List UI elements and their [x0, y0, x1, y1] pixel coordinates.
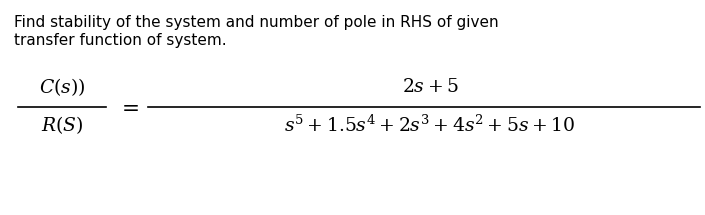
Text: $2s + 5$: $2s + 5$	[402, 77, 458, 97]
Text: $=$: $=$	[117, 97, 139, 117]
Text: $s^5 + 1.5s^4 + 2s^3 + 4s^2 + 5s + 10$: $s^5 + 1.5s^4 + 2s^3 + 4s^2 + 5s + 10$	[284, 114, 575, 136]
Text: Find stability of the system and number of pole in RHS of given: Find stability of the system and number …	[14, 15, 498, 30]
Text: transfer function of system.: transfer function of system.	[14, 33, 226, 48]
Text: $R(S)$: $R(S)$	[41, 114, 83, 136]
Text: $C(s))$: $C(s))$	[39, 76, 85, 98]
